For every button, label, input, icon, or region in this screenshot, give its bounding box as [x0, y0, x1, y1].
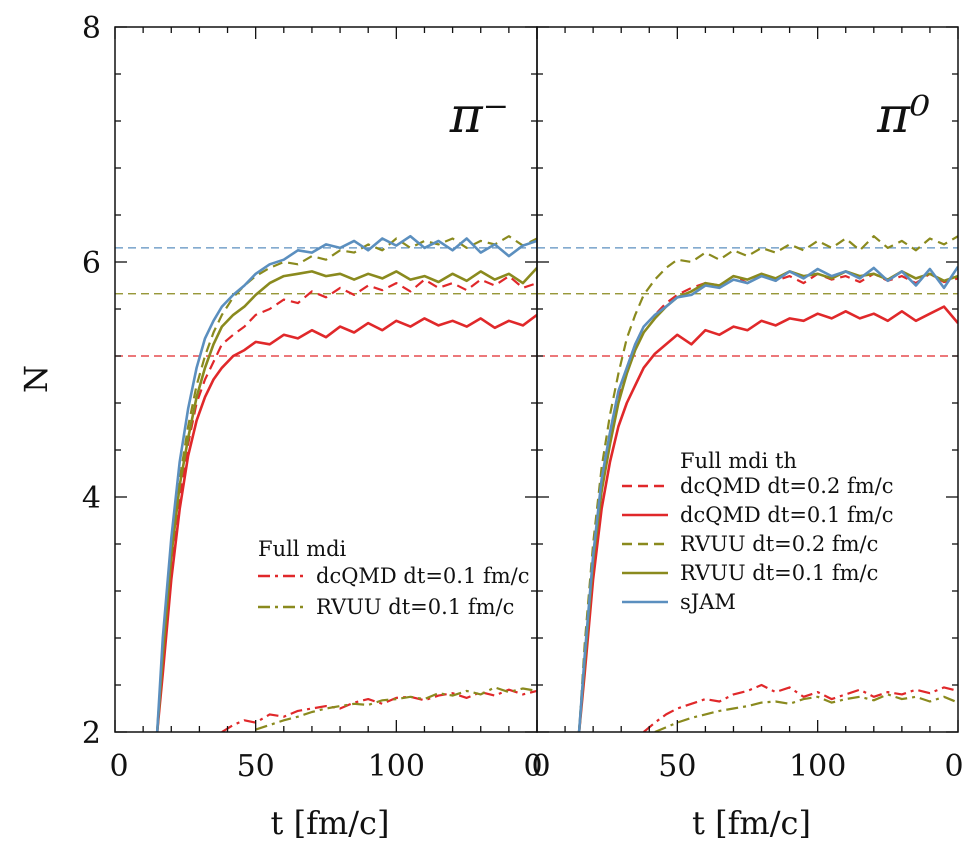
- series-line: [654, 693, 958, 732]
- reference-lines: [537, 247, 958, 357]
- series-line: [577, 305, 958, 732]
- panel-frame: [536, 26, 959, 733]
- y-axis-label: N: [17, 365, 55, 393]
- legend-entry: RVUU dt=0.2 fm/c: [680, 532, 878, 556]
- x-tick-labels: 0 50 100 0: [109, 749, 542, 784]
- x-tick-label: 0: [523, 749, 542, 784]
- series-line: [155, 313, 537, 732]
- series-line: [255, 686, 537, 731]
- panel-label: π⁰: [876, 86, 930, 144]
- x-tick-label: 50: [237, 749, 275, 784]
- y-tick-label: 8: [82, 11, 101, 46]
- legend-entry: RVUU dt=0.1 fm/c: [316, 595, 514, 619]
- legend-entry: RVUU dt=0.1 fm/c: [680, 561, 878, 585]
- x-tick-label: 50: [658, 749, 696, 784]
- legend-entry: dcQMD dt=0.2 fm/c: [680, 474, 894, 498]
- series-line: [221, 688, 537, 732]
- series-line: [578, 235, 958, 732]
- panel-label: π⁻: [449, 86, 509, 144]
- x-tick-label: 100: [789, 749, 846, 784]
- x-tick-labels: 0 50 100 0: [531, 749, 963, 784]
- legend-entry: dcQMD dt=0.1 fm/c: [316, 564, 530, 588]
- x-tick-label: 100: [368, 749, 425, 784]
- x-tick-label: 0: [109, 749, 128, 784]
- legend: Full mdi dcQMD dt=0.1 fm/c RVUU dt=0.1 fm/…: [258, 537, 530, 619]
- series-line: [577, 265, 958, 732]
- series-line: [156, 235, 537, 732]
- series-line: [156, 275, 537, 732]
- series-line: [642, 683, 958, 732]
- x-tick-label: 0: [944, 749, 963, 784]
- legend-title: Full mdi th: [680, 449, 797, 473]
- x-tick-label: 0: [531, 749, 550, 784]
- y-tick-label: 4: [82, 481, 101, 516]
- series-lines: [155, 234, 537, 732]
- legend-entry: sJAM: [680, 590, 736, 614]
- panel-pi-minus: 0 50 100 0 t [fm/c] π⁻ Full mdi dcQMD dt=0.1…: [109, 26, 543, 842]
- reference-lines: [115, 247, 537, 357]
- y-tick-label: 2: [82, 716, 101, 751]
- x-axis-label: t [fm/c]: [692, 804, 811, 842]
- legend-entry: dcQMD dt=0.1 fm/c: [680, 503, 894, 527]
- series-line: [155, 234, 537, 732]
- y-tick-labels: 2 4 6 8: [82, 11, 101, 751]
- legend-title: Full mdi: [258, 537, 347, 561]
- series-lines: [577, 235, 958, 732]
- series-line: [155, 267, 537, 732]
- y-tick-label: 6: [82, 246, 101, 281]
- x-axis-label: t [fm/c]: [271, 804, 390, 842]
